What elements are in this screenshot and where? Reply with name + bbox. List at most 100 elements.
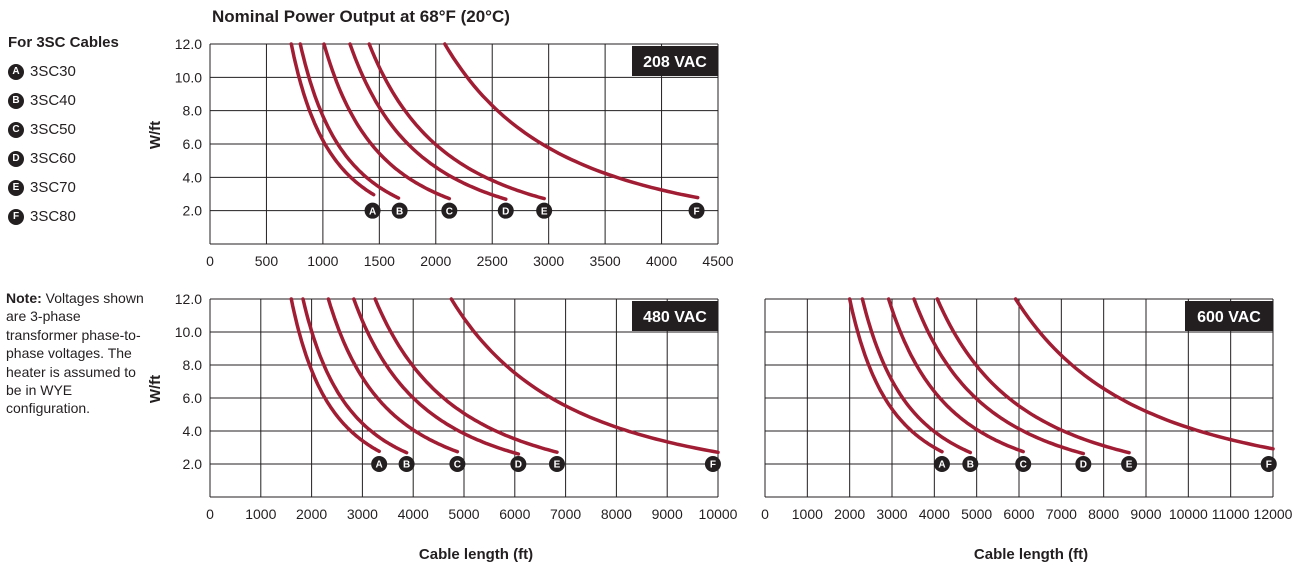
x-tick-label: 11000 <box>1212 506 1250 522</box>
x-tick-label: 4000 <box>398 506 429 522</box>
marker-f-circle <box>704 456 721 472</box>
voltage-label: 480 VAC <box>643 309 707 326</box>
x-tick-label: 0 <box>761 506 769 522</box>
marker-a-circle <box>371 456 388 472</box>
chart-1: 0 500 1000 1500 2000 2500 3000 3500 4000 4500 2.0 4… <box>147 36 734 269</box>
x-tick-label: 4500 <box>702 253 733 269</box>
curve-f <box>443 42 700 200</box>
legend-item-d: D 3SC60 <box>8 144 119 173</box>
x-tick-label: 4000 <box>919 506 950 522</box>
marker-b-circle <box>398 456 415 472</box>
marker-a-label: A <box>938 460 945 471</box>
legend: For 3SC Cables A 3SC30 B 3SC40 C 3SC50 D… <box>8 34 119 231</box>
x-axis-label: Cable length (ft) <box>419 546 533 563</box>
marker-f-label: F <box>693 206 699 217</box>
x-tick-label: 4000 <box>646 253 677 269</box>
voltage-label-box <box>1185 301 1273 331</box>
x-tick-label: 2000 <box>420 253 451 269</box>
x-tick-label: 3500 <box>590 253 621 269</box>
x-tick-label: 1000 <box>307 253 338 269</box>
marker-c-label: C <box>1020 460 1027 471</box>
x-tick-label: 10000 <box>1169 506 1208 522</box>
legend-item-c: C 3SC50 <box>8 115 119 144</box>
legend-marker-e: E <box>8 179 24 196</box>
marker-e-label: E <box>1126 460 1133 471</box>
curve-d <box>348 42 508 201</box>
marker-f-label: F <box>1266 460 1272 471</box>
marker-c-circle <box>1015 456 1032 472</box>
curve-c <box>326 297 460 454</box>
x-tick-label: 8000 <box>601 506 632 522</box>
chart-title: Nominal Power Output at 68°F (20°C) <box>212 7 510 26</box>
legend-heading: For 3SC Cables <box>8 34 119 51</box>
x-tick-label: 7000 <box>1046 506 1077 522</box>
y-axis-label: W/ft <box>147 375 164 403</box>
legend-label-e: 3SC70 <box>30 179 76 196</box>
legend-item-a: A 3SC30 <box>8 57 119 86</box>
curve-f <box>449 297 720 455</box>
legend-label-c: 3SC50 <box>30 121 76 138</box>
voltage-label: 208 VAC <box>643 54 707 71</box>
note-text: Voltages shown are 3-phase transformer p… <box>6 290 144 417</box>
marker-c-label: C <box>454 460 461 471</box>
x-tick-label: 8000 <box>1088 506 1119 522</box>
curve-a <box>289 297 381 454</box>
y-tick-label: 10.0 <box>175 324 202 340</box>
x-tick-label: 6000 <box>1003 506 1034 522</box>
marker-b-circle <box>391 202 408 219</box>
x-tick-label: 3000 <box>533 253 564 269</box>
legend-item-f: F 3SC80 <box>8 202 119 231</box>
curve-c <box>322 42 452 201</box>
x-tick-label: 500 <box>255 253 279 269</box>
marker-b-circle <box>962 456 979 472</box>
x-tick-label: 1000 <box>245 506 276 522</box>
x-tick-label: 2000 <box>296 506 327 522</box>
marker-e-circle <box>536 202 553 219</box>
curve-c <box>886 297 1025 454</box>
marker-d-label: D <box>502 206 509 217</box>
curve-e <box>373 297 559 454</box>
x-tick-label: 3000 <box>347 506 378 522</box>
y-tick-label: 4.0 <box>183 169 203 185</box>
marker-e-label: E <box>541 206 548 217</box>
x-tick-label: 0 <box>206 253 214 269</box>
curve-f <box>1013 297 1275 451</box>
chart-2: 0 1000 2000 3000 4000 5000 6000 7000 8000 9000 100… <box>147 291 738 563</box>
marker-b-label: B <box>967 460 974 471</box>
y-tick-label: 6.0 <box>183 136 203 152</box>
x-tick-label: 12000 <box>1254 506 1293 522</box>
curve-d <box>352 297 521 456</box>
y-tick-label: 4.0 <box>183 423 203 439</box>
legend-item-e: E 3SC70 <box>8 173 119 202</box>
x-tick-label: 0 <box>206 506 214 522</box>
curve-d <box>912 297 1086 456</box>
legend-item-b: B 3SC40 <box>8 86 119 115</box>
marker-f-circle <box>1260 456 1277 472</box>
y-tick-label: 8.0 <box>183 357 203 373</box>
x-tick-label: 5000 <box>961 506 992 522</box>
y-axis-label: W/ft <box>147 121 164 149</box>
x-axis-label: Cable length (ft) <box>974 546 1088 563</box>
y-tick-label: 2.0 <box>183 203 203 219</box>
x-tick-label: 6000 <box>499 506 530 522</box>
legend-marker-c: C <box>8 121 24 138</box>
voltage-label: 600 VAC <box>1197 309 1261 326</box>
legend-marker-a: A <box>8 63 24 80</box>
x-tick-label: 5000 <box>448 506 479 522</box>
note: Note: Voltages shown are 3-phase transfo… <box>6 289 151 418</box>
x-tick-label: 9000 <box>652 506 683 522</box>
y-tick-label: 12.0 <box>175 291 202 307</box>
x-tick-label: 9000 <box>1130 506 1161 522</box>
legend-label-f: 3SC80 <box>30 208 76 225</box>
x-tick-label: 2500 <box>477 253 508 269</box>
curve-b <box>298 42 401 200</box>
marker-b-label: B <box>403 460 410 471</box>
x-tick-label: 1000 <box>792 506 823 522</box>
marker-c-circle <box>449 456 466 472</box>
x-tick-label: 1500 <box>364 253 395 269</box>
marker-a-label: A <box>376 460 383 471</box>
y-tick-label: 2.0 <box>183 456 203 472</box>
legend-marker-d: D <box>8 150 24 167</box>
x-tick-label: 3000 <box>876 506 907 522</box>
